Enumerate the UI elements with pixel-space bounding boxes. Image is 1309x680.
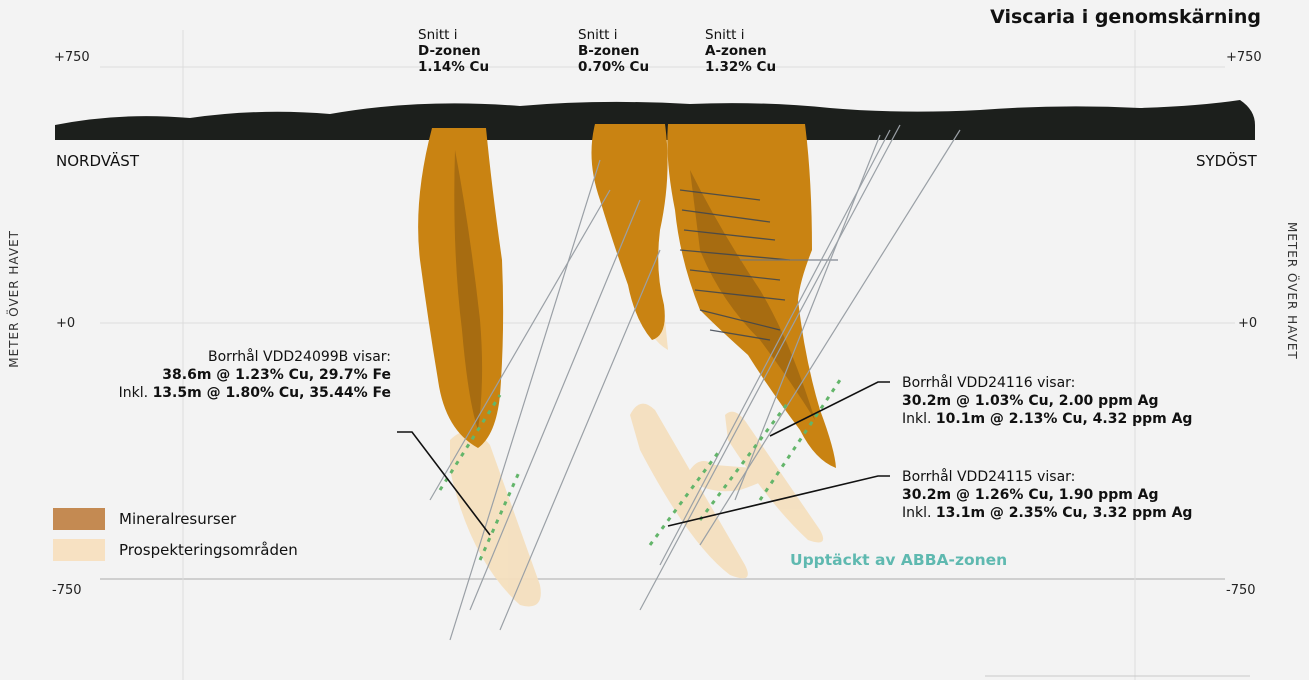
elevation-label-left-top: +750	[54, 50, 90, 65]
section-label-a-zone: Snitt i A-zonen 1.32% Cu	[705, 27, 777, 75]
legend-swatch-prospect-areas	[53, 539, 105, 561]
callout-vdd24099b: Borrhål VDD24099B visar: 38.6m @ 1.23% C…	[119, 348, 391, 402]
section-label-d-zone: Snitt i D-zonen 1.14% Cu	[418, 27, 490, 75]
y-axis-label-right: METER ÖVER HAVET	[1285, 222, 1299, 360]
drill-holes	[429, 124, 961, 641]
callout-heading: Borrhål VDD24115 visar:	[902, 469, 1076, 485]
elevation-label-left-bottom: -750	[52, 583, 82, 598]
prospect-zone-a2	[690, 461, 780, 492]
direction-label-southeast: SYDÖST	[1196, 152, 1257, 170]
ore-body-b-zone	[591, 124, 668, 340]
drill-assays	[438, 379, 842, 561]
callout-vdd24116: Borrhål VDD24116 visar: 30.2m @ 1.03% Cu…	[902, 374, 1192, 428]
callout-heading: Borrhål VDD24099B visar:	[208, 349, 391, 365]
leader-vdd24115	[667, 475, 890, 527]
ore-shading	[454, 150, 815, 430]
callout-main: 30.2m @ 1.26% Cu, 1.90 ppm Ag	[902, 487, 1159, 503]
legend-swatch-mineral-resources	[53, 508, 105, 530]
callout-heading: Borrhål VDD24116 visar:	[902, 375, 1076, 391]
legend-label-prospect-areas: Prospekteringsområden	[119, 541, 298, 559]
terrain-surface	[55, 100, 1255, 140]
elevation-label-right-top: +750	[1226, 50, 1262, 65]
callout-main: 38.6m @ 1.23% Cu, 29.7% Fe	[162, 367, 391, 383]
section-label-b-zone: Snitt i B-zonen 0.70% Cu	[578, 27, 650, 75]
callout-incl: Inkl. 13.5m @ 1.80% Cu, 35.44% Fe	[118, 385, 391, 401]
callout-vdd24115: Borrhål VDD24115 visar: 30.2m @ 1.26% Cu…	[902, 468, 1192, 522]
chart-title: Viscaria i genomskärning	[990, 6, 1261, 28]
abba-zone-highlight: Upptäckt av ABBA-zonen	[790, 551, 1008, 569]
direction-label-northwest: NORDVÄST	[56, 152, 139, 170]
leader-vdd24099b	[397, 431, 491, 536]
prospect-zones	[450, 284, 824, 607]
callout-incl: Inkl. 10.1m @ 2.13% Cu, 4.32 ppm Ag	[902, 411, 1193, 427]
elevation-label-right-mid: +0	[1238, 316, 1258, 331]
legend-label-mineral-resources: Mineralresurser	[119, 510, 237, 528]
leader-lines	[397, 381, 890, 536]
elevation-label-left-mid: +0	[56, 316, 76, 331]
prospect-zone-b-lower	[630, 403, 748, 579]
mine-workings	[679, 189, 838, 341]
ore-bodies	[418, 124, 836, 468]
callout-incl: Inkl. 13.1m @ 2.35% Cu, 3.32 ppm Ag	[902, 505, 1193, 521]
prospect-zone-d	[450, 431, 541, 607]
elevation-label-right-bottom: -750	[1226, 583, 1256, 598]
callout-main: 30.2m @ 1.03% Cu, 2.00 ppm Ag	[902, 393, 1159, 409]
leader-vdd24116	[769, 381, 890, 437]
y-axis-label-left: METER ÖVER HAVET	[7, 230, 21, 368]
prospect-zone-a	[725, 411, 824, 543]
